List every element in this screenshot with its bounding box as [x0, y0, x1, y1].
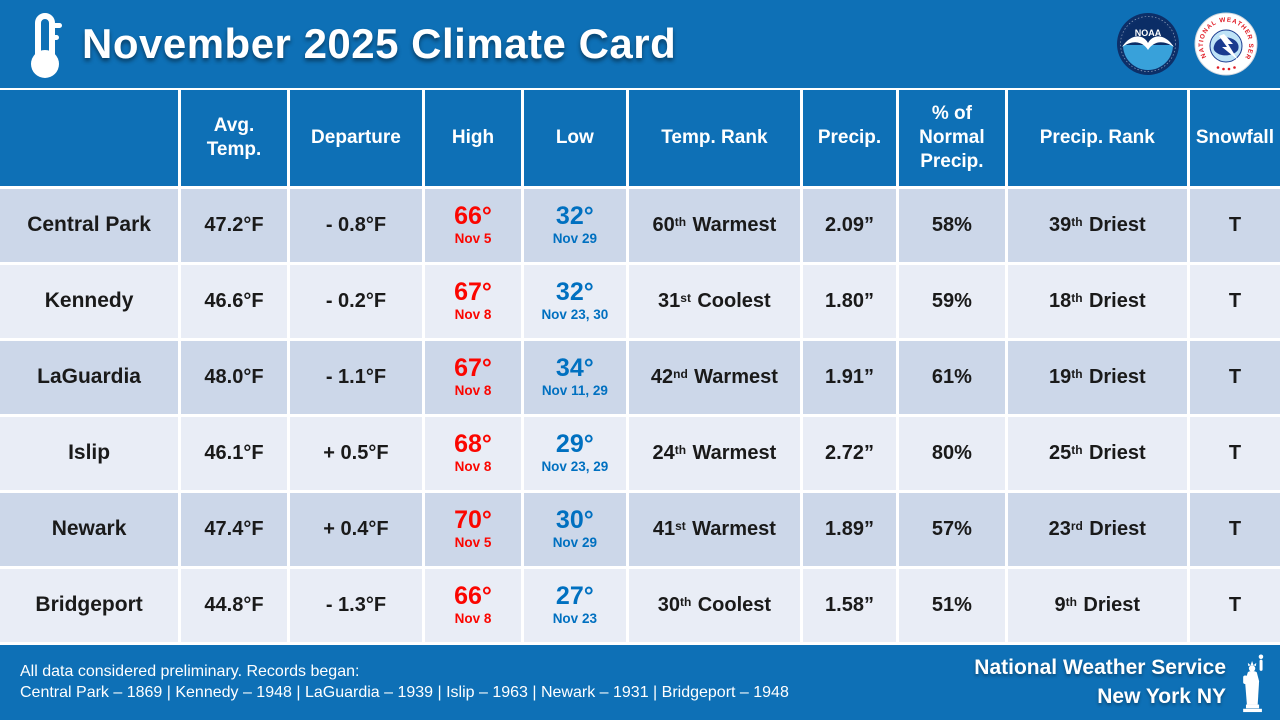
col-header-pct-normal: % of Normal Precip.	[899, 90, 1005, 186]
precip-rank-cell: 19th Driest	[1007, 341, 1187, 414]
low-temp-cell: 27° Nov 23	[523, 569, 626, 642]
avg-temp-value: 46.1°F	[181, 417, 287, 490]
snowfall-value: T	[1189, 189, 1280, 262]
col-header-snowfall: Snowfall	[1189, 90, 1280, 186]
statue-of-liberty-icon	[1243, 654, 1264, 712]
precip-rank-cell: 39th Driest	[1007, 189, 1187, 262]
col-header-station	[0, 90, 179, 186]
pct-normal-value: 61%	[899, 341, 1005, 414]
avg-temp-value: 47.2°F	[181, 189, 287, 262]
high-temp-cell: 70° Nov 5	[425, 493, 521, 566]
temp-rank-cell: 31st Coolest	[628, 265, 801, 338]
temp-rank-cell: 41st Warmest	[628, 493, 801, 566]
footer-banner: All data considered preliminary. Records…	[0, 645, 1280, 720]
temp-rank-cell: 60th Warmest	[628, 189, 801, 262]
col-header-precip: Precip.	[803, 90, 897, 186]
avg-temp-value: 46.6°F	[181, 265, 287, 338]
departure-value: - 0.8°F	[289, 189, 422, 262]
avg-temp-value: 48.0°F	[181, 341, 287, 414]
departure-value: - 0.2°F	[289, 265, 422, 338]
temp-rank-cell: 30th Coolest	[628, 569, 801, 642]
pct-normal-value: 57%	[899, 493, 1005, 566]
agency-logos: NOAA NATIONAL WEATHER SERVICE	[1116, 12, 1266, 76]
station-name: Islip	[0, 417, 179, 490]
station-name: Bridgeport	[0, 569, 179, 642]
snowfall-value: T	[1189, 265, 1280, 338]
departure-value: + 0.4°F	[289, 493, 422, 566]
high-temp-cell: 66° Nov 5	[425, 189, 521, 262]
temp-rank-cell: 24th Warmest	[628, 417, 801, 490]
snowfall-value: T	[1189, 417, 1280, 490]
org-name: National Weather Service	[974, 656, 1226, 680]
station-name: LaGuardia	[0, 341, 179, 414]
footer-line2: Central Park – 1869 | Kennedy – 1948 | L…	[20, 684, 789, 701]
col-header-departure: Departure	[289, 90, 422, 186]
pct-normal-value: 59%	[899, 265, 1005, 338]
low-temp-cell: 32° Nov 29	[523, 189, 626, 262]
snowfall-value: T	[1189, 569, 1280, 642]
footer-disclaimer: All data considered preliminary. Records…	[20, 663, 789, 702]
col-header-precip-rank: Precip. Rank	[1007, 90, 1187, 186]
col-header-avg-temp: Avg. Temp.	[181, 90, 287, 186]
avg-temp-value: 44.8°F	[181, 569, 287, 642]
station-name: Newark	[0, 493, 179, 566]
low-temp-cell: 32° Nov 23, 30	[523, 265, 626, 338]
col-header-high: High	[425, 90, 521, 186]
pct-normal-value: 80%	[899, 417, 1005, 490]
station-name: Central Park	[0, 189, 179, 262]
precip-value: 1.80”	[803, 265, 897, 338]
departure-value: - 1.3°F	[289, 569, 422, 642]
office-name: New York NY	[1097, 684, 1226, 708]
low-temp-cell: 30° Nov 29	[523, 493, 626, 566]
temp-rank-cell: 42nd Warmest	[628, 341, 801, 414]
high-temp-cell: 66° Nov 8	[425, 569, 521, 642]
page-title: November 2025 Climate Card	[82, 20, 677, 67]
precip-rank-cell: 18th Driest	[1007, 265, 1187, 338]
high-temp-cell: 67° Nov 8	[425, 341, 521, 414]
nws-logo: NATIONAL WEATHER SERVICE	[1194, 12, 1258, 76]
climate-table: Avg. Temp. Departure High Low Temp. Rank…	[0, 88, 1280, 645]
pct-normal-value: 58%	[899, 189, 1005, 262]
avg-temp-value: 47.4°F	[181, 493, 287, 566]
high-temp-cell: 68° Nov 8	[425, 417, 521, 490]
precip-value: 1.91”	[803, 341, 897, 414]
departure-value: + 0.5°F	[289, 417, 422, 490]
footer-line1: All data considered preliminary. Records…	[20, 663, 360, 680]
low-temp-cell: 34° Nov 11, 29	[523, 341, 626, 414]
svg-text:NOAA: NOAA	[1135, 28, 1162, 38]
precip-rank-cell: 25th Driest	[1007, 417, 1187, 490]
precip-rank-cell: 23rd Driest	[1007, 493, 1187, 566]
thermometer-icon	[31, 13, 62, 78]
departure-value: - 1.1°F	[289, 341, 422, 414]
col-header-temp-rank: Temp. Rank	[628, 90, 801, 186]
precip-value: 1.89”	[803, 493, 897, 566]
precip-value: 1.58”	[803, 569, 897, 642]
noaa-logo: NOAA	[1117, 13, 1179, 75]
footer-branding: National Weather Service New York NY	[974, 654, 1226, 711]
snowfall-value: T	[1189, 493, 1280, 566]
precip-value: 2.72”	[803, 417, 897, 490]
snowfall-value: T	[1189, 341, 1280, 414]
high-temp-cell: 67° Nov 8	[425, 265, 521, 338]
header-banner: November 2025 Climate Card NOAA NATIONAL…	[0, 0, 1280, 88]
precip-rank-cell: 9th Driest	[1007, 569, 1187, 642]
col-header-low: Low	[523, 90, 626, 186]
low-temp-cell: 29° Nov 23, 29	[523, 417, 626, 490]
pct-normal-value: 51%	[899, 569, 1005, 642]
precip-value: 2.09”	[803, 189, 897, 262]
station-name: Kennedy	[0, 265, 179, 338]
